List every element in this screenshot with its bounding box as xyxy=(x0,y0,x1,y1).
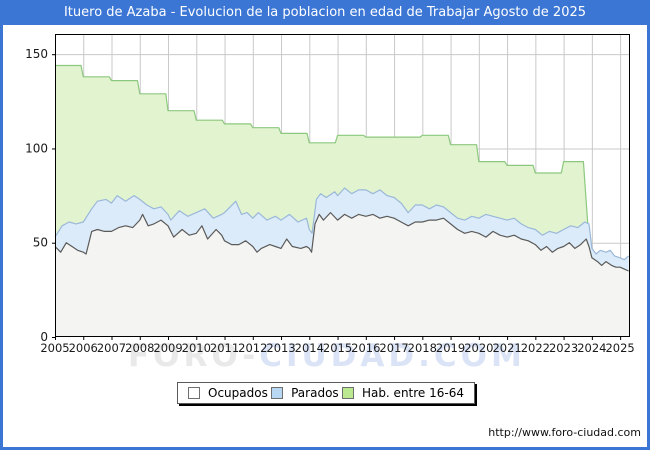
y-tick-label: 50 xyxy=(33,236,48,250)
x-tick-label: 2017 xyxy=(379,341,408,355)
legend-label-parados: Parados xyxy=(291,386,339,400)
x-tick-label: 2005 xyxy=(40,341,69,355)
x-tick-label: 2015 xyxy=(323,341,352,355)
x-tick-label: 2007 xyxy=(97,341,126,355)
axis-labels: 2005200620072008200920102011201220132014… xyxy=(25,47,635,355)
legend-item-ocupados: Ocupados xyxy=(188,386,268,400)
x-tick-label: 2006 xyxy=(69,341,98,355)
x-tick-label: 2018 xyxy=(408,341,437,355)
plot-border xyxy=(55,34,630,337)
y-tick-label: 100 xyxy=(25,141,48,155)
y-tick-label: 0 xyxy=(40,330,48,344)
x-tick-label: 2024 xyxy=(577,341,606,355)
legend-label-ocupados: Ocupados xyxy=(208,386,268,400)
x-tick-label: 2010 xyxy=(182,341,211,355)
legend-swatch-parados xyxy=(271,387,284,399)
y-tick-label: 150 xyxy=(25,47,48,61)
chart-legend: Ocupados Parados Hab. entre 16-64 xyxy=(177,382,475,404)
x-tick-label: 2023 xyxy=(549,341,578,355)
legend-label-hab-16-64: Hab. entre 16-64 xyxy=(361,386,464,400)
x-tick-label: 2020 xyxy=(464,341,493,355)
title-bar: Ituero de Azaba - Evolucion de la poblac… xyxy=(0,0,650,25)
x-tick-label: 2013 xyxy=(266,341,295,355)
legend-swatch-ocupados xyxy=(188,387,200,399)
legend-item-parados: Parados xyxy=(271,386,339,400)
x-tick-label: 2016 xyxy=(351,341,380,355)
x-tick-label: 2014 xyxy=(295,341,324,355)
x-tick-label: 2012 xyxy=(238,341,267,355)
x-tick-label: 2022 xyxy=(521,341,550,355)
watermark-ciudad: CIUDAD.COM xyxy=(259,338,526,374)
watermark: FORO-CIUDAD.COM xyxy=(128,338,526,374)
chart-title: Ituero de Azaba - Evolucion de la poblac… xyxy=(63,5,587,20)
x-tick-label: 2019 xyxy=(436,341,465,355)
watermark-foro: FORO- xyxy=(128,338,260,374)
footer-url: http://www.foro-ciudad.com xyxy=(488,426,641,439)
x-tick-label: 2021 xyxy=(492,341,521,355)
legend-item-hab-16-64: Hab. entre 16-64 xyxy=(341,386,464,400)
x-tick-label: 2008 xyxy=(125,341,154,355)
legend-swatch-hab-16-64 xyxy=(341,387,354,399)
x-tick-label: 2011 xyxy=(210,341,239,355)
series-ocupados xyxy=(54,212,629,337)
x-tick-label: 2025 xyxy=(605,341,634,355)
x-tick-label: 2009 xyxy=(153,341,182,355)
